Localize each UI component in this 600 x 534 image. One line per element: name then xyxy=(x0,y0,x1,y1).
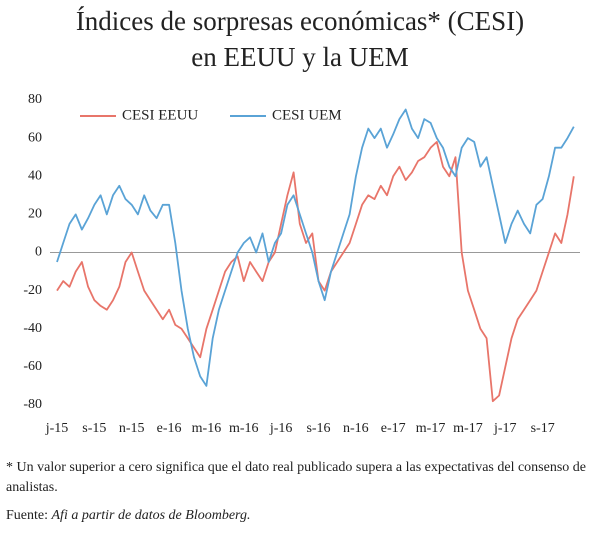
x-tick-label: j-16 xyxy=(269,421,293,436)
x-tick-label: n-15 xyxy=(119,421,145,436)
legend-label: CESI UEM xyxy=(272,107,342,123)
y-tick-label: 40 xyxy=(28,168,42,183)
y-tick-label: -40 xyxy=(23,321,42,336)
y-tick-label: 20 xyxy=(28,207,42,222)
x-tick-label: s-15 xyxy=(82,421,106,436)
x-tick-label: n-16 xyxy=(343,421,369,436)
legend-label: CESI EEUU xyxy=(122,107,198,123)
source-text: Afi a partir de datos de Bloomberg. xyxy=(51,508,251,523)
source-label: Fuente: xyxy=(6,508,48,523)
source: Fuente: Afi a partir de datos de Bloombe… xyxy=(6,506,596,526)
y-tick-label: 80 xyxy=(28,92,42,107)
footnote: * Un valor superior a cero significa que… xyxy=(6,460,587,495)
chart-title: Índices de sorpresas económicas* (CESI) xyxy=(76,6,524,36)
notes: * Un valor superior a cero significa que… xyxy=(6,458,596,534)
series-line xyxy=(56,141,575,403)
x-tick-label: m-17 xyxy=(416,421,446,436)
x-tick-label: j-17 xyxy=(493,421,517,436)
x-tick-label: e-16 xyxy=(157,421,182,436)
x-tick-label: m-16 xyxy=(229,421,259,436)
series-line xyxy=(56,108,575,387)
y-tick-label: -20 xyxy=(23,283,42,298)
x-tick-label: s-17 xyxy=(531,421,555,436)
x-tick-label: e-17 xyxy=(381,421,406,436)
x-tick-label: m-17 xyxy=(453,421,483,436)
y-tick-label: -60 xyxy=(23,359,42,374)
y-tick-label: 60 xyxy=(28,130,42,145)
y-tick-label: 0 xyxy=(35,245,42,260)
x-tick-label: j-15 xyxy=(45,421,69,436)
y-tick-label: -80 xyxy=(23,397,42,412)
x-tick-label: s-16 xyxy=(306,421,330,436)
chart: Índices de sorpresas económicas* (CESI) … xyxy=(23,6,580,436)
chart-title: en EEUU y la UEM xyxy=(191,42,408,72)
x-tick-label: m-16 xyxy=(192,421,222,436)
